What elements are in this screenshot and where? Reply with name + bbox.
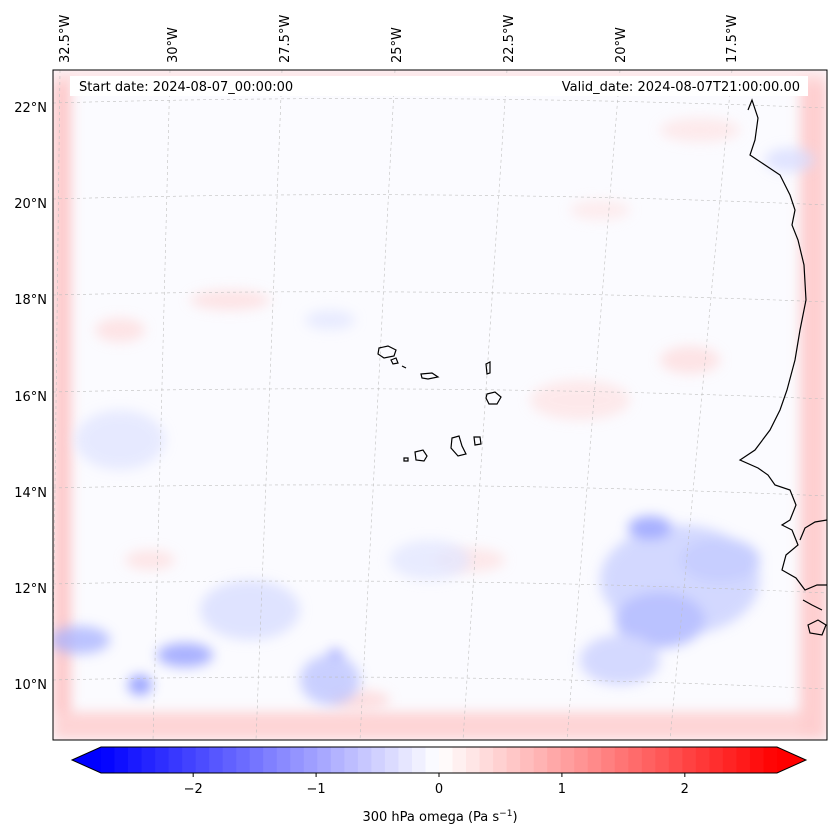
lon-label: 25°W (390, 27, 405, 63)
colorbar-cell (533, 747, 548, 773)
colorbar-cell (763, 747, 778, 773)
colorbar-cell (668, 747, 683, 773)
colorbar: −2 −1 0 1 2 300 hPa omega (Pa s−1) (70, 746, 808, 825)
start-date-label: Start date: 2024-08-07_00:00:00 (79, 80, 293, 95)
colorbar-tick-label: 2 (681, 782, 689, 797)
colorbar-cell (344, 747, 359, 773)
negative-patches (53, 148, 815, 705)
lat-label: 18°N (14, 293, 47, 308)
lat-label: 14°N (14, 486, 47, 501)
colorbar-cell (628, 747, 643, 773)
lon-label: 27.5°W (278, 15, 293, 63)
colorbar-cell (614, 747, 629, 773)
map-panel: Start date: 2024-08-07_00:00:00 Valid_da… (52, 69, 828, 741)
colorbar-tick-label: −1 (307, 782, 326, 797)
colorbar-cell (182, 747, 197, 773)
colorbar-cell (425, 747, 440, 773)
cape-verde-islands (377, 345, 502, 462)
map-background (53, 70, 827, 740)
colorbar-cell (398, 747, 413, 773)
colorbar-cell (655, 747, 670, 773)
colorbar-cell (371, 747, 386, 773)
colorbar-max-extend (777, 747, 806, 773)
colorbar-cell (317, 747, 332, 773)
colorbar-tick-label: 1 (558, 782, 566, 797)
colorbar-outline (70, 746, 808, 774)
colorbar-cell (506, 747, 521, 773)
colorbar-cell (560, 747, 575, 773)
colorbar-cell (601, 747, 616, 773)
colorbar-cell (411, 747, 427, 773)
colorbar-cell (384, 747, 400, 773)
lat-label: 10°N (14, 678, 47, 693)
valid-date-label: Valid_date: 2024-08-07T21:00:00.00 (562, 80, 800, 95)
colorbar-cell (695, 747, 710, 773)
colorbar-cell (736, 747, 751, 773)
lon-label: 22.5°W (502, 15, 517, 63)
colorbar-cell (641, 747, 656, 773)
boundary-frame (53, 70, 827, 740)
colorbar-cell (168, 747, 183, 773)
colorbar-cell (101, 747, 116, 773)
colorbar-cell (249, 747, 264, 773)
colorbar-cell (236, 747, 251, 773)
colorbar-cell (749, 747, 765, 773)
colorbar-cell (276, 747, 291, 773)
colorbar-cell (128, 747, 143, 773)
colorbar-cell (222, 747, 237, 773)
colorbar-cell (452, 747, 467, 773)
colorbar-tick-label: 0 (435, 782, 443, 797)
colorbar-cell (263, 747, 278, 773)
colorbar-cell (303, 747, 318, 773)
colorbar-cell (195, 747, 210, 773)
colorbar-cell (493, 747, 508, 773)
colorbar-min-extend (72, 747, 101, 773)
colorbar-label: 300 hPa omega (Pa s−1) (362, 809, 517, 825)
lat-label: 20°N (14, 197, 47, 212)
latitude-labels: 22°N 20°N 18°N 16°N 14°N 12°N 10°N (14, 101, 47, 693)
longitude-labels: 32.5°W 30°W 27.5°W 25°W 22.5°W 20°W 17.5… (58, 15, 740, 63)
colorbar-cell (439, 747, 454, 773)
lon-label: 32.5°W (58, 15, 73, 63)
colorbar-cell (682, 747, 697, 773)
colorbar-cell (155, 747, 170, 773)
colorbar-cell (330, 747, 345, 773)
lat-label: 22°N (14, 101, 47, 116)
colorbar-cell (587, 747, 602, 773)
lat-label: 16°N (14, 390, 47, 405)
colorbar-cell (547, 747, 562, 773)
map-frame (52, 69, 828, 741)
colorbar-cell (357, 747, 372, 773)
colorbar-cell (290, 747, 305, 773)
lat-label: 12°N (14, 582, 47, 597)
colorbar-cell (722, 747, 738, 773)
lon-label: 30°W (166, 27, 181, 63)
colorbar-cells (72, 747, 806, 773)
omega-field: Start date: 2024-08-07_00:00:00 Valid_da… (53, 70, 827, 740)
colorbar-cell (479, 747, 494, 773)
colorbar-cell (574, 747, 589, 773)
colorbar-cell (520, 747, 535, 773)
coastline-africa (738, 98, 827, 636)
colorbar-cell (466, 747, 481, 773)
colorbar-tick-label: −2 (184, 782, 203, 797)
title-band (70, 76, 808, 96)
lon-label: 20°W (614, 27, 629, 63)
colorbar-cell (141, 747, 156, 773)
lon-label: 17.5°W (725, 15, 740, 63)
positive-patches (95, 118, 740, 710)
colorbar-cell (209, 747, 224, 773)
colorbar-cell (114, 747, 129, 773)
colorbar-ticks: −2 −1 0 1 2 (184, 773, 689, 797)
colorbar-cell (709, 747, 724, 773)
